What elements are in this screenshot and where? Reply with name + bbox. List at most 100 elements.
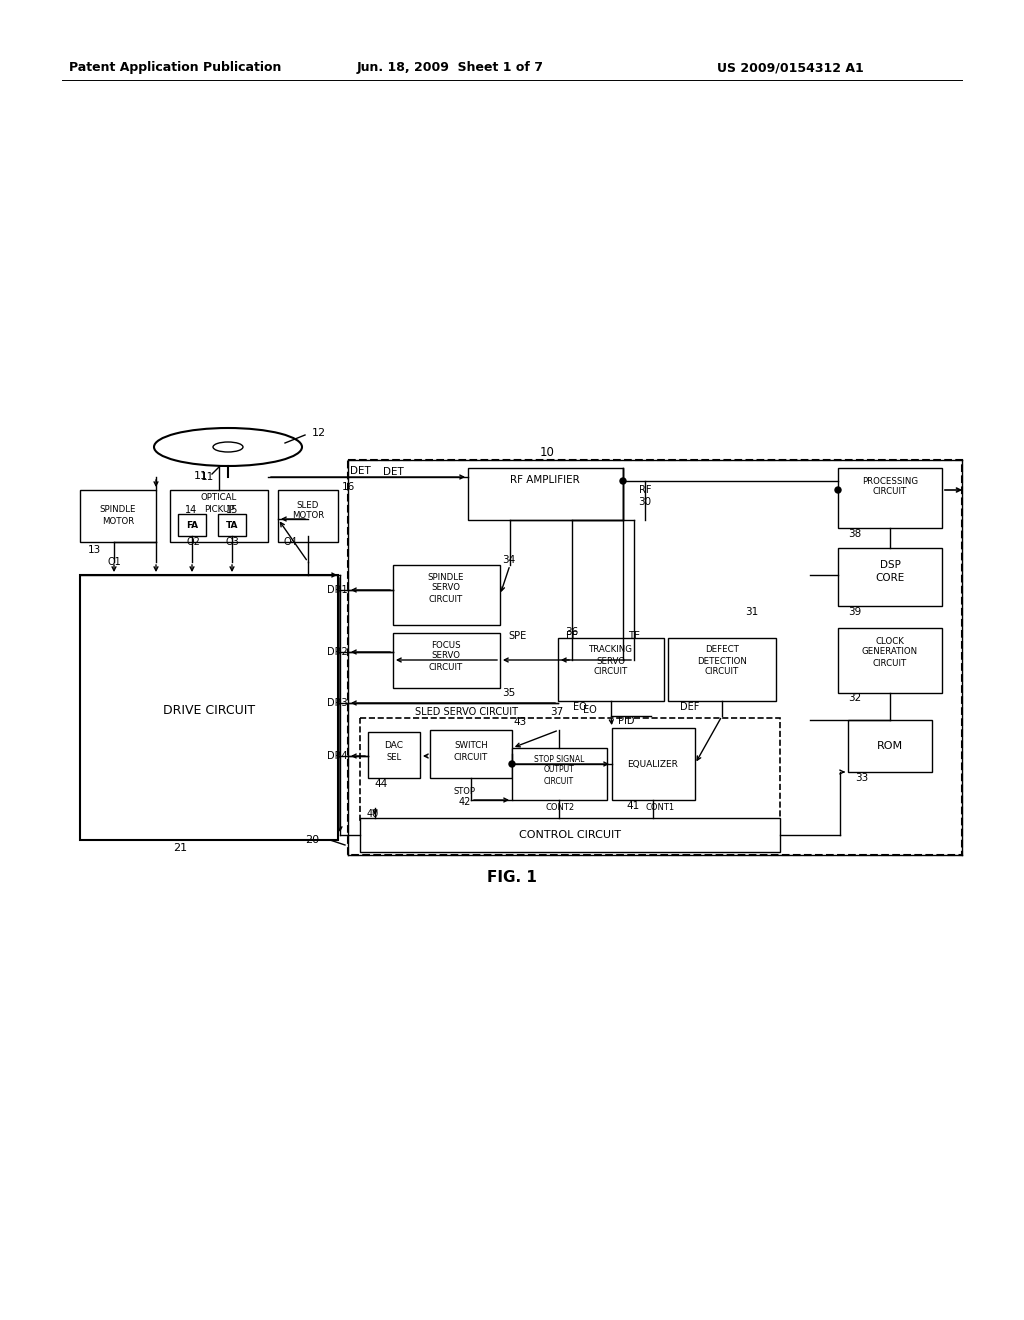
Text: RF: RF: [639, 484, 651, 495]
Ellipse shape: [154, 428, 302, 466]
Text: CIRCUIT: CIRCUIT: [544, 776, 574, 785]
Text: FOCUS: FOCUS: [431, 640, 461, 649]
Text: 11: 11: [201, 473, 214, 482]
Text: CONTROL CIRCUIT: CONTROL CIRCUIT: [519, 830, 621, 840]
Text: CIRCUIT: CIRCUIT: [872, 487, 907, 496]
Bar: [348, 459, 962, 855]
Text: ROM: ROM: [877, 741, 903, 751]
Text: SLED: SLED: [297, 500, 319, 510]
Text: OPTICAL: OPTICAL: [201, 494, 238, 503]
Text: 40: 40: [367, 809, 379, 818]
Text: 10: 10: [540, 446, 555, 459]
Text: DEFECT: DEFECT: [706, 645, 739, 655]
Bar: [360, 818, 780, 851]
Text: 20: 20: [305, 836, 319, 845]
Text: 41: 41: [626, 801, 639, 810]
Text: MOTOR: MOTOR: [292, 511, 325, 520]
Ellipse shape: [213, 442, 243, 451]
Text: DSP: DSP: [880, 560, 900, 570]
Text: 36: 36: [565, 627, 579, 638]
Text: PID: PID: [618, 715, 635, 726]
Text: 12: 12: [312, 428, 326, 438]
Text: 30: 30: [638, 498, 651, 507]
Text: DET: DET: [349, 466, 371, 477]
Bar: [838, 469, 942, 528]
Text: EQUALIZER: EQUALIZER: [628, 759, 679, 768]
Circle shape: [509, 762, 515, 767]
Text: 11: 11: [194, 471, 208, 480]
Text: CIRCUIT: CIRCUIT: [429, 594, 463, 603]
Text: 34: 34: [502, 554, 515, 565]
Bar: [80, 576, 338, 840]
Text: CIRCUIT: CIRCUIT: [705, 668, 739, 676]
Text: EO: EO: [573, 702, 587, 711]
Text: DRIVE CIRCUIT: DRIVE CIRCUIT: [163, 704, 255, 717]
Text: CIRCUIT: CIRCUIT: [872, 659, 907, 668]
Text: RF AMPLIFIER: RF AMPLIFIER: [510, 475, 580, 484]
Text: SWITCH: SWITCH: [454, 742, 487, 751]
Bar: [668, 638, 776, 701]
Bar: [558, 638, 664, 701]
Text: PICKUP: PICKUP: [204, 504, 234, 513]
Text: FIG. 1: FIG. 1: [487, 870, 537, 886]
Text: DR1: DR1: [328, 585, 348, 595]
Text: MOTOR: MOTOR: [101, 516, 134, 525]
Text: EO: EO: [583, 705, 597, 715]
Text: 42: 42: [459, 797, 471, 807]
Text: 39: 39: [848, 607, 861, 616]
Text: CORE: CORE: [876, 573, 904, 583]
Text: DEF: DEF: [680, 702, 699, 711]
Text: 44: 44: [374, 779, 387, 789]
Text: O4: O4: [283, 537, 297, 546]
Bar: [360, 718, 780, 822]
Text: 31: 31: [745, 607, 759, 616]
Text: Patent Application Publication: Patent Application Publication: [69, 62, 282, 74]
Text: 16: 16: [342, 482, 355, 492]
Bar: [838, 628, 942, 693]
Text: TA: TA: [225, 520, 239, 529]
Text: SERVO: SERVO: [431, 583, 461, 593]
Text: TRACKING: TRACKING: [589, 645, 633, 655]
Bar: [612, 729, 695, 800]
Text: CLOCK: CLOCK: [876, 636, 904, 645]
Text: 32: 32: [848, 693, 861, 704]
Bar: [170, 490, 268, 543]
Text: CIRCUIT: CIRCUIT: [454, 754, 488, 763]
Text: DR2: DR2: [328, 647, 348, 657]
Text: SERVO: SERVO: [431, 652, 461, 660]
Text: STOP: STOP: [454, 788, 476, 796]
Text: SPINDLE: SPINDLE: [428, 573, 464, 582]
Text: CIRCUIT: CIRCUIT: [429, 663, 463, 672]
Bar: [278, 490, 338, 543]
Text: SERVO: SERVO: [597, 656, 626, 665]
Text: SEL: SEL: [386, 754, 401, 763]
Text: SPE: SPE: [508, 631, 526, 642]
Bar: [368, 733, 420, 777]
Circle shape: [835, 487, 841, 492]
Bar: [468, 469, 623, 520]
Text: GENERATION: GENERATION: [862, 648, 919, 656]
Bar: [838, 548, 942, 606]
Text: 15: 15: [226, 506, 239, 515]
Text: 33: 33: [855, 774, 868, 783]
Text: CIRCUIT: CIRCUIT: [594, 668, 628, 676]
Bar: [80, 490, 156, 543]
Text: O3: O3: [225, 537, 239, 546]
Text: FA: FA: [186, 520, 198, 529]
Text: Jun. 18, 2009  Sheet 1 of 7: Jun. 18, 2009 Sheet 1 of 7: [356, 62, 544, 74]
Bar: [848, 719, 932, 772]
Bar: [430, 730, 512, 777]
Text: CONT1: CONT1: [645, 804, 675, 813]
Bar: [393, 565, 500, 624]
Text: FE: FE: [566, 631, 578, 642]
Bar: [393, 634, 500, 688]
Text: 13: 13: [87, 545, 100, 554]
Bar: [512, 748, 607, 800]
Text: SPINDLE: SPINDLE: [99, 504, 136, 513]
Text: 43: 43: [513, 717, 526, 727]
Text: O1: O1: [108, 557, 121, 568]
Text: 14: 14: [185, 506, 198, 515]
Text: DAC: DAC: [384, 742, 403, 751]
Text: TE: TE: [628, 631, 640, 642]
Bar: [178, 513, 206, 536]
